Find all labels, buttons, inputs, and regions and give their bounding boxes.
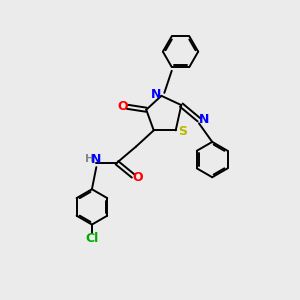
Text: O: O xyxy=(117,100,128,113)
Text: N: N xyxy=(199,113,209,126)
Text: H: H xyxy=(85,154,94,164)
Text: N: N xyxy=(151,88,161,101)
Text: O: O xyxy=(133,171,143,184)
Text: Cl: Cl xyxy=(85,232,98,245)
Text: S: S xyxy=(178,125,187,138)
Text: N: N xyxy=(91,153,101,166)
